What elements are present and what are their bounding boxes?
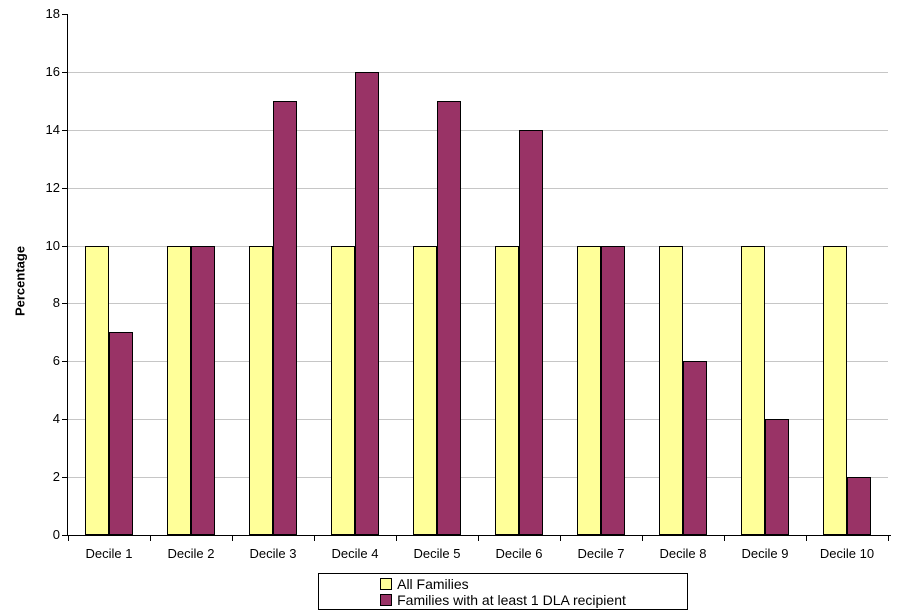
y-axis-tick bbox=[62, 419, 67, 420]
gridline bbox=[68, 72, 888, 73]
bar-all-families bbox=[495, 246, 519, 535]
x-axis-category-label: Decile 9 bbox=[741, 546, 789, 561]
bar-all-families bbox=[331, 246, 355, 535]
y-axis-tick bbox=[62, 361, 67, 362]
y-axis-tick-label: 2 bbox=[52, 469, 60, 484]
y-axis-tick-label: 16 bbox=[45, 64, 60, 79]
x-axis-tick bbox=[724, 536, 725, 541]
y-axis-tick-label: 18 bbox=[45, 6, 60, 21]
bar-families-with-at-least-1-dla-recipient bbox=[683, 361, 707, 535]
x-axis-category-label: Decile 7 bbox=[577, 546, 625, 561]
x-axis-category-label: Decile 3 bbox=[249, 546, 297, 561]
x-axis-tick bbox=[314, 536, 315, 541]
x-axis-tick bbox=[478, 536, 479, 541]
gridline bbox=[68, 303, 888, 304]
x-axis-category-label: Decile 6 bbox=[495, 546, 543, 561]
y-axis-tick bbox=[62, 130, 67, 131]
y-axis-tick-label: 6 bbox=[52, 353, 60, 368]
bar-families-with-at-least-1-dla-recipient bbox=[601, 246, 625, 535]
y-axis-tick bbox=[62, 188, 67, 189]
x-axis-category-label: Decile 4 bbox=[331, 546, 379, 561]
x-axis-tick bbox=[68, 536, 69, 541]
legend-items: All Families Families with at least 1 DL… bbox=[380, 576, 626, 608]
y-axis-tick bbox=[62, 14, 67, 15]
x-axis-line bbox=[62, 535, 891, 536]
bar-all-families bbox=[85, 246, 109, 535]
legend: All Families Families with at least 1 DL… bbox=[318, 573, 688, 610]
x-axis-tick bbox=[396, 536, 397, 541]
gridline bbox=[68, 361, 888, 362]
x-axis-category-label: Decile 1 bbox=[85, 546, 133, 561]
bar-all-families bbox=[167, 246, 191, 535]
y-axis-title: Percentage bbox=[12, 245, 28, 317]
gridline bbox=[68, 246, 888, 247]
y-axis-tick bbox=[62, 477, 67, 478]
bar-all-families bbox=[413, 246, 437, 535]
legend-label-dla-recipient: Families with at least 1 DLA recipient bbox=[397, 591, 626, 608]
gridline bbox=[68, 477, 888, 478]
bar-all-families bbox=[249, 246, 273, 535]
bar-all-families bbox=[823, 246, 847, 535]
legend-item-all-families: All Families bbox=[380, 576, 626, 592]
gridline bbox=[68, 419, 888, 420]
legend-swatch-dla-recipient bbox=[380, 593, 393, 606]
y-axis-tick bbox=[62, 246, 67, 247]
y-axis-line bbox=[67, 14, 68, 536]
x-axis-category-label: Decile 8 bbox=[659, 546, 707, 561]
bar-families-with-at-least-1-dla-recipient bbox=[437, 101, 461, 535]
gridline bbox=[68, 188, 888, 189]
bar-families-with-at-least-1-dla-recipient bbox=[765, 419, 789, 535]
x-axis-tick bbox=[232, 536, 233, 541]
x-axis-tick bbox=[806, 536, 807, 541]
legend-label-all-families: All Families bbox=[397, 575, 469, 592]
bar-families-with-at-least-1-dla-recipient bbox=[109, 332, 133, 535]
y-axis-tick bbox=[62, 303, 67, 304]
x-axis-category-label: Decile 10 bbox=[819, 546, 875, 561]
plot-area: 0 2 4 6 8 10 12 14 16 18 Decile 1 Decile 2 Decile 3 D… bbox=[46, 6, 891, 561]
y-axis-tick-label: 4 bbox=[52, 411, 60, 426]
bar-families-with-at-least-1-dla-recipient bbox=[273, 101, 297, 535]
bar-families-with-at-least-1-dla-recipient bbox=[519, 130, 543, 535]
y-axis-tick-label: 10 bbox=[45, 238, 60, 253]
y-axis-tick bbox=[62, 535, 67, 536]
legend-item-dla-recipient: Families with at least 1 DLA recipient bbox=[380, 592, 626, 608]
x-axis-tick bbox=[642, 536, 643, 541]
bar-families-with-at-least-1-dla-recipient bbox=[847, 477, 871, 535]
y-axis-tick-label: 8 bbox=[52, 295, 60, 310]
x-axis-tick bbox=[150, 536, 151, 541]
x-axis-tick bbox=[888, 536, 889, 541]
y-axis-tick-label: 12 bbox=[45, 180, 60, 195]
gridline bbox=[68, 130, 888, 131]
bar-all-families bbox=[741, 246, 765, 535]
y-axis-tick bbox=[62, 72, 67, 73]
bar-all-families bbox=[659, 246, 683, 535]
legend-swatch-all-families bbox=[380, 577, 393, 590]
y-axis-tick-label: 14 bbox=[45, 122, 60, 137]
x-axis-category-label: Decile 5 bbox=[413, 546, 461, 561]
x-axis-tick bbox=[560, 536, 561, 541]
x-axis-category-label: Decile 2 bbox=[167, 546, 215, 561]
bar-families-with-at-least-1-dla-recipient bbox=[355, 72, 379, 535]
bar-all-families bbox=[577, 246, 601, 535]
bar-families-with-at-least-1-dla-recipient bbox=[191, 246, 215, 535]
y-axis-tick-label: 0 bbox=[52, 527, 60, 542]
